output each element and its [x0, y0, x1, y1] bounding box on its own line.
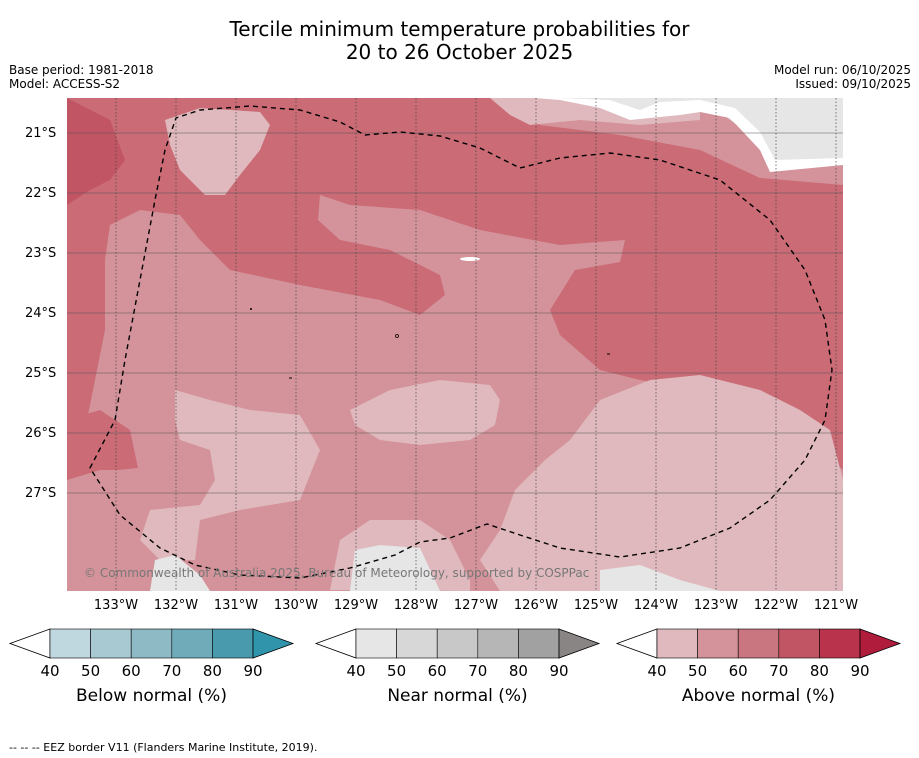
colorbar-title: Below normal (%)	[76, 686, 227, 706]
colorbar-title: Above normal (%)	[681, 686, 836, 706]
colorbar-tick-label: 90	[243, 662, 263, 680]
colorbar-tick-label: 40	[647, 662, 667, 680]
colorbar-tick-label: 70	[468, 662, 488, 680]
copyright-text: © Commonwealth of Australia 2025, Bureau…	[84, 566, 590, 580]
chart-title: Tercile minimum temperature probabilitie…	[0, 18, 919, 64]
colorbar-below-segment	[90, 628, 132, 659]
longitude-label: 132°W	[153, 598, 199, 613]
colorbar-tick-label: 70	[769, 662, 789, 680]
colorbar-below	[8, 628, 295, 659]
longitude-label: 123°W	[693, 598, 739, 613]
colorbar-above-min-arrow	[615, 628, 658, 659]
model-run: Model run: 06/10/2025	[773, 63, 911, 77]
colorbar-below-segment	[212, 628, 254, 659]
field-above-70-west	[67, 98, 125, 205]
colorbar-tick-label: 40	[40, 662, 60, 680]
longitude-label: 128°W	[393, 598, 439, 613]
field-near-40-s	[350, 545, 440, 591]
map-grid	[67, 98, 843, 591]
footer-note: -- -- -- EEZ border V11 (Flanders Marine…	[9, 741, 318, 754]
colorbar-near-min-arrow	[314, 628, 357, 659]
field-above-40-sw	[140, 390, 320, 560]
island-dot	[395, 334, 399, 338]
longitude-label: 121°W	[813, 598, 859, 613]
colorbar-tick-label: 50	[688, 662, 708, 680]
colorbar-near-segment	[518, 628, 560, 659]
colorbar-tick-label: 80	[202, 662, 222, 680]
colorbar-below-max-arrow	[252, 628, 295, 659]
colorbar-tick-label: 80	[809, 662, 829, 680]
colorbar-above-segment	[697, 628, 739, 659]
longitude-label: 129°W	[333, 598, 379, 613]
issued-date: Issued: 09/10/2025	[795, 77, 911, 91]
colorbar-above-segment	[778, 628, 820, 659]
colorbar-tick-label: 60	[121, 662, 141, 680]
field-near-40-ne	[555, 98, 843, 165]
field-above-60-west	[67, 410, 138, 480]
latitude-label: 26°S	[25, 426, 57, 441]
colorbar-tick-label: 40	[346, 662, 366, 680]
longitude-label: 130°W	[273, 598, 319, 613]
colorbar-above-segment	[656, 628, 698, 659]
colorbar-tick-label: 50	[81, 662, 101, 680]
colorbar-near-segment	[436, 628, 479, 659]
meta-right: Model run: 06/10/2025 Issued: 09/10/2025	[774, 63, 911, 91]
island-shape	[460, 257, 480, 261]
eez-border	[89, 105, 833, 579]
model-name: Model: ACCESS-S2	[9, 77, 121, 91]
longitude-label: 131°W	[213, 598, 259, 613]
field-above-60-north	[67, 98, 843, 470]
field-near-40-ne-white	[535, 98, 843, 172]
colorbar-near	[314, 628, 601, 659]
latitude-label: 25°S	[25, 366, 57, 381]
colorbar-below-segment	[171, 628, 213, 659]
chart-title-line1: Tercile minimum temperature probabilitie…	[229, 17, 690, 41]
colorbar-tick-label: 50	[387, 662, 407, 680]
chart-title-line2: 20 to 26 October 2025	[345, 40, 574, 64]
longitude-label: 126°W	[513, 598, 559, 613]
field-above-40-north	[165, 108, 270, 195]
longitude-label: 125°W	[573, 598, 619, 613]
colorbar-near-max-arrow	[558, 628, 601, 659]
meta-left: Base period: 1981-2018 Model: ACCESS-S2	[9, 63, 154, 91]
field-above-40-center	[350, 380, 500, 445]
colorbars	[8, 628, 902, 659]
colorbar-below-min-arrow	[8, 628, 51, 659]
longitude-label: 127°W	[453, 598, 499, 613]
colorbar-near-segment	[477, 628, 519, 659]
colorbar-tick-label: 90	[549, 662, 569, 680]
colorbar-tick-label: 60	[728, 662, 748, 680]
latitude-label: 22°S	[25, 186, 57, 201]
latitude-label: 23°S	[25, 246, 57, 261]
map-fields	[67, 98, 843, 591]
colorbar-tick-label: 60	[427, 662, 447, 680]
colorbar-title: Near normal (%)	[387, 686, 528, 706]
colorbar-above-segment	[737, 628, 780, 659]
longitude-label: 122°W	[753, 598, 799, 613]
colorbar-tick-label: 90	[850, 662, 870, 680]
field-above-40-se	[480, 375, 843, 591]
latitude-label: 21°S	[25, 126, 57, 141]
base-period: Base period: 1981-2018	[9, 63, 154, 77]
colorbar-tick-label: 80	[508, 662, 528, 680]
colorbar-above-segment	[819, 628, 861, 659]
latitude-label: 24°S	[25, 306, 57, 321]
longitude-label: 133°W	[93, 598, 139, 613]
colorbar-below-segment	[49, 628, 91, 659]
longitude-label: 124°W	[633, 598, 679, 613]
colorbar-near-segment	[355, 628, 397, 659]
colorbar-above	[615, 628, 902, 659]
field-near-40-sw	[150, 555, 210, 591]
latitude-label: 27°S	[25, 486, 57, 501]
colorbar-above-max-arrow	[859, 628, 902, 659]
colorbar-near-segment	[396, 628, 438, 659]
colorbar-tick-label: 70	[162, 662, 182, 680]
field-near-40-se	[600, 565, 720, 591]
colorbar-below-segment	[130, 628, 173, 659]
island-dot	[250, 308, 252, 310]
